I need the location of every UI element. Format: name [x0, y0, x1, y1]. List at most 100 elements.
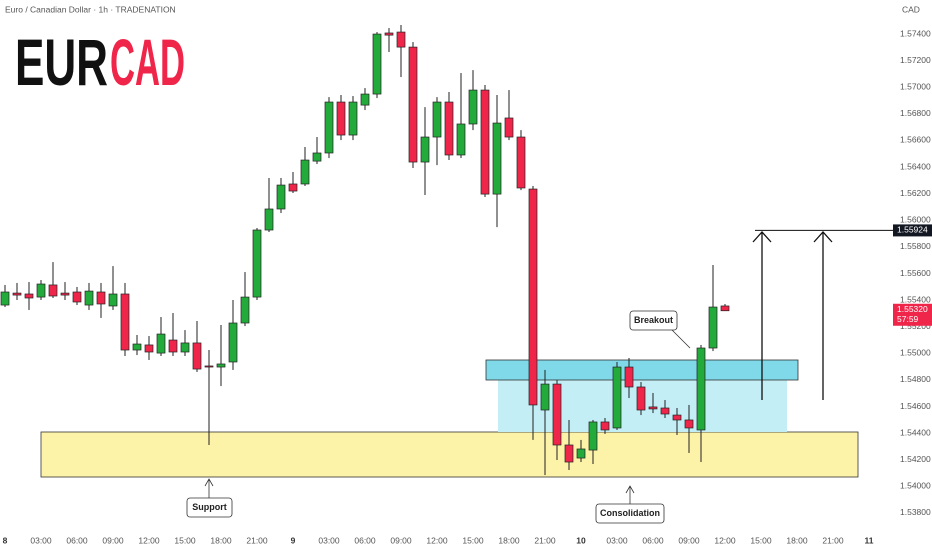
y-tick-label: 1.53800 — [900, 507, 931, 517]
y-tick-label: 1.55400 — [900, 294, 931, 304]
callout-box — [595, 503, 665, 524]
y-tick-label: 1.54600 — [900, 401, 931, 411]
y-tick-label: 1.56800 — [900, 108, 931, 118]
y-tick-label: 1.54800 — [900, 374, 931, 384]
candle-body — [456, 123, 466, 156]
candle-body — [300, 159, 310, 185]
callout-line — [671, 329, 691, 349]
target-label: 1.55924 — [897, 225, 928, 235]
candle-body — [192, 342, 202, 370]
candle-body — [384, 32, 394, 36]
x-tick-label: 09:00 — [102, 535, 124, 545]
callout-pointer — [204, 478, 214, 498]
callout-label: Support — [192, 502, 227, 512]
candle-body — [624, 366, 634, 388]
candle-body — [372, 33, 382, 95]
x-tick-label: 09:00 — [678, 535, 700, 545]
y-tick-label: 1.56600 — [900, 135, 931, 145]
candle-body — [24, 293, 34, 299]
candle-body — [420, 136, 430, 163]
x-tick-label: 03:00 — [606, 535, 628, 545]
x-tick-label: 18:00 — [210, 535, 232, 545]
y-tick-label: 1.55800 — [900, 241, 931, 251]
callout-box — [186, 497, 233, 518]
candle-body — [336, 101, 346, 136]
x-tick-label: 06:00 — [66, 535, 88, 545]
candle-body — [636, 386, 646, 411]
x-tick-label: 12:00 — [426, 535, 448, 545]
candle-body — [132, 343, 142, 351]
candle-body — [720, 305, 730, 312]
candle-body — [348, 101, 358, 136]
last-price-bg — [893, 303, 932, 326]
candle-body — [444, 101, 454, 156]
candle-body — [60, 292, 70, 296]
x-tick-label: 15:00 — [462, 535, 484, 545]
candle-body — [480, 89, 490, 195]
x-tick-label: 21:00 — [246, 535, 268, 545]
x-tick-label: 10 — [576, 535, 586, 545]
y-tick-label: 1.57000 — [900, 82, 931, 92]
y-tick-label: 1.54400 — [900, 427, 931, 437]
support-zone — [40, 431, 859, 478]
candle-body — [564, 444, 574, 463]
candle-body — [0, 291, 10, 306]
candle-body — [516, 136, 526, 189]
candle-body — [396, 31, 406, 48]
candle-body — [36, 283, 46, 298]
y-tick-label: 1.55000 — [900, 348, 931, 358]
callout-label: Consolidation — [600, 508, 660, 518]
y-tick-label: 1.55600 — [900, 268, 931, 278]
x-tick-label: 21:00 — [534, 535, 556, 545]
candle-body — [324, 101, 334, 154]
candle-body — [696, 347, 706, 431]
x-tick-label: 18:00 — [786, 535, 808, 545]
zones — [40, 359, 859, 478]
candle-body — [12, 292, 22, 296]
y-tick-label: 1.56400 — [900, 161, 931, 171]
x-tick-label: 21:00 — [822, 535, 844, 545]
x-tick-label: 9 — [291, 535, 296, 545]
x-tick-label: 15:00 — [750, 535, 772, 545]
candle-body — [552, 383, 562, 446]
candle-body — [648, 406, 658, 410]
candle-body — [240, 296, 250, 324]
y-tick-label: 1.57200 — [900, 55, 931, 65]
countdown: 57:59 — [897, 314, 919, 324]
candle-body — [84, 290, 94, 306]
callout-pointer — [625, 485, 635, 504]
candle-body — [408, 46, 418, 163]
title-right: CAD — [110, 25, 185, 99]
candle-body — [156, 333, 166, 354]
candle-body — [504, 117, 514, 138]
arrow-head — [752, 231, 772, 243]
y-tick-label: 1.54000 — [900, 481, 931, 491]
candle-body — [432, 101, 442, 138]
candle-body — [312, 152, 322, 162]
x-tick-label: 11 — [864, 535, 873, 545]
callout-label: Breakout — [634, 315, 673, 325]
candle-body — [120, 293, 130, 351]
candle-body — [600, 421, 610, 431]
x-tick-label: 12:00 — [138, 535, 160, 545]
candle-body — [684, 419, 694, 429]
candle-body — [468, 89, 478, 125]
candle-body — [204, 365, 214, 368]
y-tick-label: 1.55200 — [900, 321, 931, 331]
x-tick-label: 15:00 — [174, 535, 196, 545]
title-left: EUR — [15, 25, 108, 99]
candle-body — [576, 448, 586, 459]
candle-body — [72, 291, 82, 303]
candle-body — [492, 122, 502, 195]
candle-body — [144, 344, 154, 353]
x-tick-label: 12:00 — [714, 535, 736, 545]
candle-body — [252, 229, 262, 298]
resistance-zone — [485, 359, 799, 381]
y-tick-label: 1.56000 — [900, 215, 931, 225]
x-tick-label: 8 — [3, 535, 8, 545]
candle-body — [180, 342, 190, 353]
subtitle: Euro / Canadian Dollar · 1h · TRADENATIO… — [5, 4, 176, 14]
candle-body — [228, 322, 238, 363]
candle-body — [288, 183, 298, 192]
